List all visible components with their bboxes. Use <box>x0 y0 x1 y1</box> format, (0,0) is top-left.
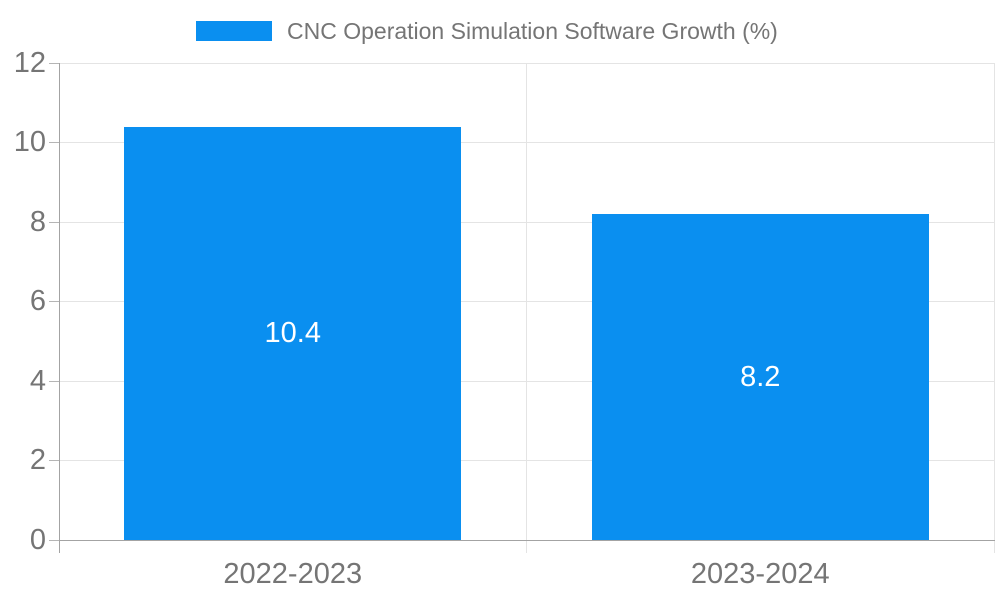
bar-2023-2024[interactable]: 8.2 <box>591 214 929 540</box>
bar-2022-2023[interactable]: 10.4 <box>124 126 462 540</box>
y-tick-label-12: 12 <box>13 46 46 79</box>
y-tick-4 <box>49 380 59 382</box>
legend-label: CNC Operation Simulation Software Growth… <box>287 18 778 44</box>
x-cat-label-2022-2023: 2022-2023 <box>223 558 363 590</box>
x-cat-label-2023-2024: 2023-2024 <box>690 558 830 590</box>
plot-area: 10.4 8.2 <box>59 62 995 553</box>
y-tick-6 <box>49 301 59 302</box>
legend-swatch <box>196 21 272 41</box>
gridline-x-1 <box>526 63 527 553</box>
y-tick-label-4: 4 <box>29 364 46 397</box>
bar-value-label-2022-2023: 10.4 <box>264 316 321 349</box>
y-tick-2 <box>49 460 59 461</box>
y-tick-0 <box>49 539 59 541</box>
y-tick-label-2: 2 <box>29 444 46 476</box>
y-tick-8 <box>49 221 59 223</box>
y-tick-label-6: 6 <box>29 285 46 317</box>
legend-item[interactable]: CNC Operation Simulation Software Growth… <box>196 18 778 44</box>
y-tick-label-8: 8 <box>29 205 46 238</box>
y-tick-10 <box>49 142 59 143</box>
gridline-x-2 <box>993 63 995 553</box>
y-tick-label-0: 0 <box>29 523 46 556</box>
y-tick-12 <box>49 62 59 64</box>
y-tick-label-10: 10 <box>13 126 46 158</box>
bar-value-label-2023-2024: 8.2 <box>740 360 781 393</box>
x-axis-line <box>58 539 995 541</box>
y-axis-line <box>58 63 60 553</box>
